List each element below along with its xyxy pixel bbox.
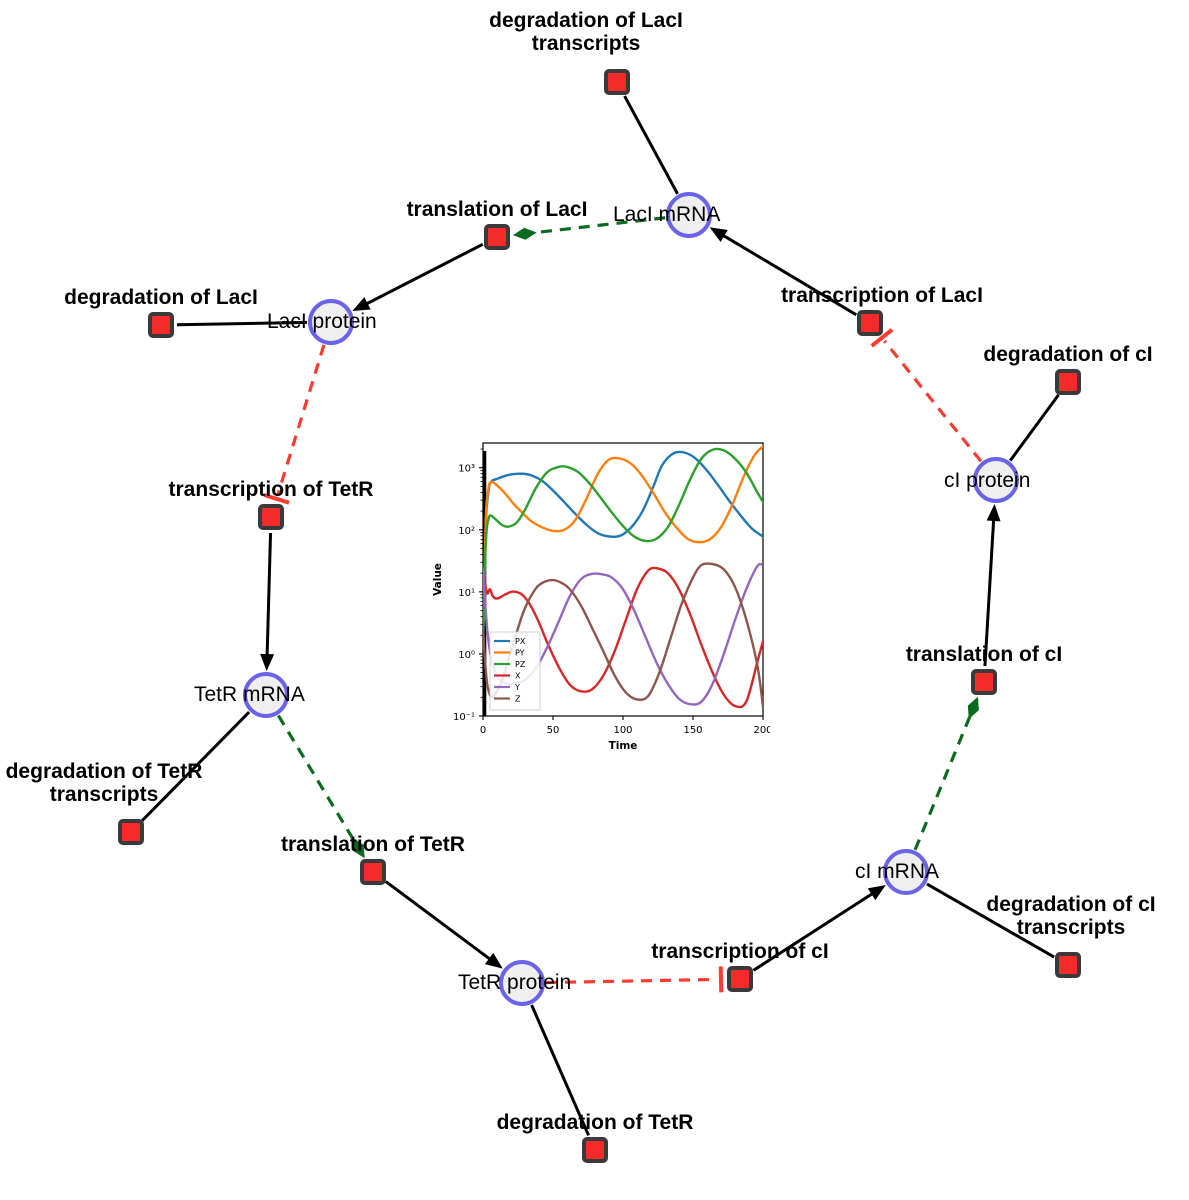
edge-ci_mrna-to-translation_ci [913, 696, 979, 851]
x-axis-label: Time [609, 740, 638, 752]
y-tick-label: 10⁻¹ [453, 712, 475, 723]
series-line-PY [483, 445, 763, 645]
legend-label-Z: Z [515, 695, 521, 704]
x-tick-label: 150 [683, 725, 702, 736]
reaction-label-deg_laci_transcripts: degradation of LacI transcripts [489, 9, 683, 55]
legend-label-PX: PX [515, 637, 526, 646]
species-label-laci_mrna: LacI mRNA [613, 203, 721, 226]
y-tick-label: 10² [458, 526, 475, 537]
species-label-laci_protein: LacI protein [267, 310, 377, 333]
edge-translation_laci-to-laci_protein [352, 242, 484, 312]
reaction-node-deg_laci[interactable] [148, 312, 174, 338]
reaction-label-translation_tetr: translation of TetR [281, 833, 465, 856]
series-line-PZ [483, 447, 763, 651]
species-node-tetr_protein[interactable] [499, 960, 545, 1006]
species-node-laci_protein[interactable] [308, 299, 354, 345]
reaction-node-deg_tetr[interactable] [582, 1137, 608, 1163]
legend-box [489, 631, 541, 711]
series-line-PX [483, 450, 763, 645]
species-label-tetr_protein: TetR protein [458, 971, 572, 994]
x-tick-label: 50 [547, 725, 560, 736]
reaction-node-deg_ci_transcripts[interactable] [1055, 952, 1081, 978]
x-tick-label: 100 [613, 725, 632, 736]
legend-label-Y: Y [514, 683, 520, 692]
reaction-node-transcription_ci[interactable] [727, 966, 753, 992]
y-tick-label: 10³ [458, 464, 475, 475]
edge-translation_tetr-to-tetr_protein [384, 880, 503, 969]
edge-transcription_laci-to-laci_mrna [709, 227, 858, 317]
edge-tetr_mrna-to-translation_tetr [277, 714, 365, 859]
reaction-label-deg_ci: degradation of cI [983, 343, 1153, 366]
reaction-node-deg_laci_transcripts[interactable] [604, 69, 630, 95]
species-node-ci_protein[interactable] [973, 457, 1019, 503]
edge-ci_protein-to-transcription_laci [870, 328, 983, 463]
reaction-label-transcription_tetr: transcription of TetR [168, 478, 374, 501]
species-label-ci_mrna: cI mRNA [855, 860, 939, 883]
x-tick-label: 200 [753, 725, 770, 736]
reaction-label-deg_tetr_transcripts: degradation of TetR transcripts [5, 760, 203, 806]
reaction-label-deg_ci_transcripts: degradation of cI transcripts [986, 893, 1156, 939]
legend-label-X: X [515, 672, 521, 681]
y-axis-label: Value [432, 563, 444, 596]
legend-label-PZ: PZ [515, 660, 526, 669]
edge-tetr_mrna-to-deg_tetr_transcripts [141, 711, 251, 822]
reaction-node-translation_ci[interactable] [971, 669, 997, 695]
reaction-label-transcription_laci: transcription of LacI [781, 284, 983, 307]
edge-laci_protein-to-transcription_tetr [263, 344, 326, 505]
edge-tetr_protein-to-deg_tetr [530, 1004, 590, 1136]
reaction-label-transcription_ci: transcription of cI [651, 940, 829, 963]
species-label-ci_protein: cI protein [944, 469, 1031, 492]
y-tick-label: 10⁰ [458, 650, 475, 661]
chart-legend: PX PY PZ XYZ [489, 631, 541, 711]
reaction-node-translation_tetr[interactable] [360, 859, 386, 885]
reaction-node-transcription_laci[interactable] [857, 310, 883, 336]
series-line-X [483, 566, 763, 709]
edge-laci_mrna-to-translation_laci [512, 216, 666, 240]
reaction-label-translation_laci: translation of LacI [406, 198, 588, 221]
reaction-node-transcription_tetr[interactable] [258, 504, 284, 530]
edge-translation_ci-to-ci_protein [983, 503, 1001, 667]
edge-tetr_protein-to-transcription_ci [545, 966, 724, 993]
reaction-label-translation_ci: translation of cI [905, 643, 1063, 666]
reaction-label-deg_tetr: degradation of TetR [496, 1111, 694, 1134]
edge-laci_mrna-to-deg_laci_transcripts [623, 95, 679, 195]
legend-label-PY: PY [515, 649, 525, 658]
edge-laci_protein-to-deg_laci [176, 320, 308, 327]
reaction-node-deg_tetr_transcripts[interactable] [118, 819, 144, 845]
edge-ci_mrna-to-deg_ci_transcripts [926, 882, 1055, 959]
x-tick-label: 0 [480, 725, 486, 736]
y-tick-label: 10¹ [458, 588, 475, 599]
edge-transcription_tetr-to-tetr_mrna [260, 532, 275, 672]
species-label-tetr_mrna: TetR mRNA [194, 683, 305, 706]
edge-ci_protein-to-deg_ci [1009, 394, 1060, 462]
reaction-node-translation_laci[interactable] [484, 224, 510, 250]
chart-series-group [483, 445, 763, 716]
species-node-tetr_mrna[interactable] [243, 672, 289, 718]
reaction-node-deg_ci[interactable] [1055, 369, 1081, 395]
inset-timeseries-chart: 10⁻¹ 10⁰ 10¹ 10² 10³ 0 50 100 150 200 Time Value PX P… [425, 437, 770, 755]
species-node-ci_mrna[interactable] [883, 849, 929, 895]
reaction-label-deg_laci: degradation of LacI [64, 286, 258, 309]
edge-transcription_ci-to-ci_mrna [752, 885, 886, 972]
species-node-laci_mrna[interactable] [666, 192, 712, 238]
